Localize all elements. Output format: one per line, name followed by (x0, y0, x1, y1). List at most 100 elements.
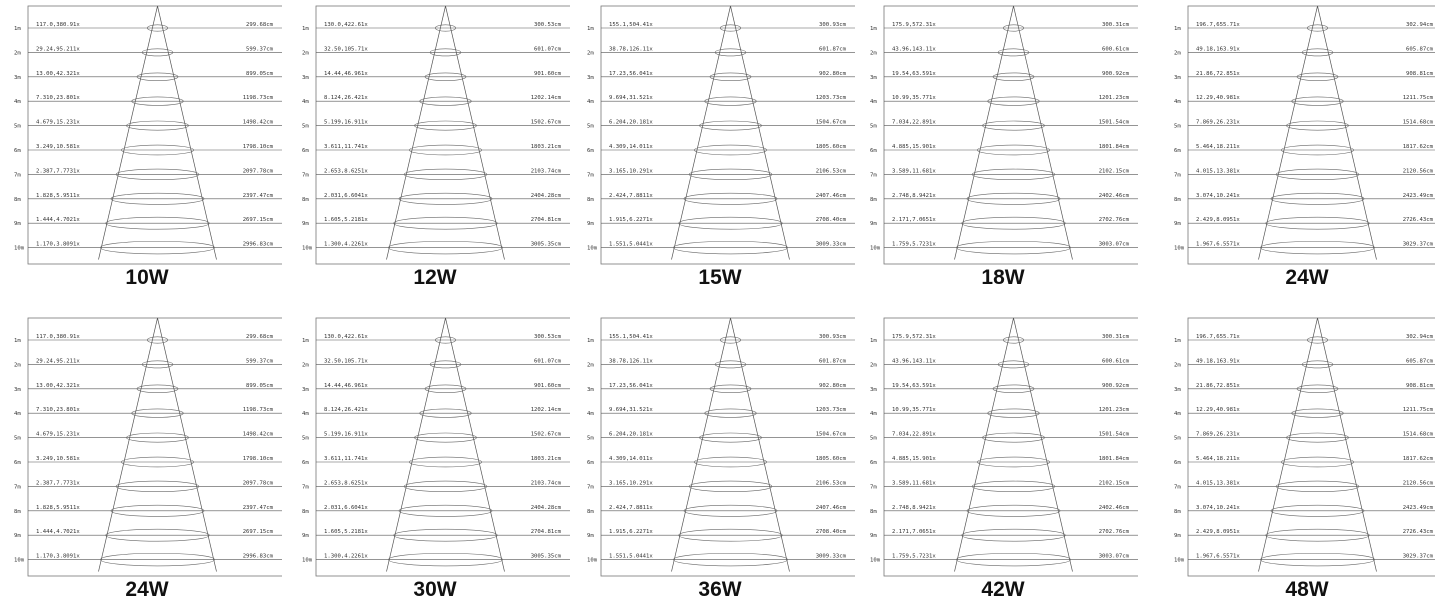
beam-edge-left (1258, 5, 1318, 260)
beam-edge-left (386, 5, 446, 260)
beam-diagram: 1m 155.1,504.41x 300.93cm 2m 38.78,126.11x 60… (587, 317, 855, 577)
illuminance-label: 21.86,72.851x (1196, 71, 1240, 77)
distance-label: 6m (14, 148, 21, 154)
beam-diameter-label: 1202.14cm (531, 95, 562, 101)
beam-edge-right (1013, 317, 1073, 572)
distance-label: 10m (587, 246, 598, 252)
distance-label: 5m (587, 124, 594, 130)
wattage-label: 15W (698, 266, 742, 289)
distance-label: 9m (1174, 533, 1181, 539)
distance-label: 1m (14, 338, 21, 344)
distance-label: 9m (587, 533, 594, 539)
beam-diameter-label: 605.87cm (1406, 358, 1434, 364)
diagram-frame (600, 317, 855, 577)
beam-diameter-label: 1504.67cm (816, 432, 847, 438)
distance-label: 9m (302, 221, 309, 227)
beam-panel-12w: 1m 130.0,422.61x 300.53cm 2m 32.50,105.71x 60… (300, 4, 570, 289)
beam-spot-ellipse (100, 552, 215, 567)
beam-spot-ellipse (1270, 504, 1365, 517)
beam-spot-ellipse (121, 456, 195, 468)
beam-spot-ellipse (388, 240, 503, 255)
illuminance-label: 1.915,6.2271x (609, 217, 653, 223)
diagram-frame (600, 5, 855, 265)
beam-edge-right (445, 317, 505, 572)
distance-label: 2m (870, 50, 877, 56)
beam-diameter-label: 902.80cm (819, 383, 847, 389)
wattage-label: 48W (1285, 578, 1329, 601)
distance-label: 2m (1174, 50, 1181, 56)
illuminance-label: 130.0,422.61x (324, 334, 368, 340)
illuminance-label: 1.967,6.5571x (1196, 242, 1240, 248)
beam-diagram: 1m 175.9,572.31x 300.31cm 2m 43.96,143.11x 60… (870, 5, 1138, 265)
diagram-frame (1187, 5, 1435, 265)
beam-spot-ellipse (961, 528, 1066, 542)
beam-spot-ellipse (398, 192, 493, 205)
wattage-label: 18W (981, 266, 1025, 289)
beam-diameter-label: 1805.60cm (816, 456, 847, 462)
beam-edge-right (1317, 5, 1377, 260)
beam-diameter-label: 2102.15cm (1099, 168, 1130, 174)
beam-spot-ellipse (110, 504, 205, 517)
beam-diagram: 1m 196.7,655.71x 302.94cm 2m 49.18,163.91x 60… (1174, 317, 1435, 577)
beam-edge-left (386, 317, 446, 572)
beam-spot-ellipse (709, 72, 752, 82)
beam-spot-ellipse (1281, 144, 1355, 156)
distance-label: 10m (14, 558, 25, 564)
beam-spot-ellipse (966, 504, 1061, 517)
beam-spot-ellipse (409, 456, 483, 468)
illuminance-label: 2.653,8.6251x (324, 168, 368, 174)
illuminance-label: 7.034,22.891x (892, 432, 936, 438)
beam-spot-ellipse (105, 528, 210, 542)
illuminance-label: 2.387,7.7731x (36, 480, 80, 486)
beam-diameter-label: 605.87cm (1406, 46, 1434, 52)
distance-label: 9m (587, 221, 594, 227)
diagram-frame (883, 5, 1138, 265)
beam-diameter-label: 2702.76cm (1099, 529, 1130, 535)
distance-label: 8m (870, 197, 877, 203)
beam-spot-ellipse (1260, 240, 1375, 255)
beam-spot-ellipse (704, 408, 757, 418)
distance-label: 10m (870, 246, 881, 252)
beam-diameter-label: 899.05cm (246, 383, 274, 389)
illuminance-label: 2.031,6.6041x (324, 505, 368, 511)
beam-diameter-label: 600.61cm (1102, 358, 1130, 364)
illuminance-label: 6.204,20.181x (609, 432, 653, 438)
beam-diameter-label: 601.07cm (534, 46, 562, 52)
beam-panel-10w: 1m 117.0,380.91x 299.68cm 2m 29.24,95.211x 59… (12, 4, 282, 289)
illuminance-label: 117.0,380.91x (36, 334, 80, 340)
beam-edge-left (954, 317, 1014, 572)
beam-spot-ellipse (403, 168, 488, 180)
beam-spot-ellipse (673, 240, 788, 255)
illuminance-label: 5.199,16.911x (324, 120, 368, 126)
illuminance-label: 7.869,26.231x (1196, 120, 1240, 126)
beam-spot-ellipse (393, 216, 498, 230)
beam-spot-ellipse (414, 432, 477, 443)
illuminance-label: 2.424,7.8811x (609, 193, 653, 199)
diagram-frame (27, 317, 282, 577)
illuminance-label: 2.171,7.0651x (892, 217, 936, 223)
beam-spot-ellipse (1301, 48, 1334, 57)
illuminance-label: 1.828,5.9511x (36, 193, 80, 199)
beam-diameter-label: 2397.47cm (243, 193, 274, 199)
illuminance-label: 2.429,8.0951x (1196, 217, 1240, 223)
distance-label: 5m (870, 124, 877, 130)
distance-label: 5m (14, 436, 21, 442)
distance-label: 1m (587, 338, 594, 344)
beam-diameter-label: 1502.67cm (531, 432, 562, 438)
illuminance-label: 12.29,40.981x (1196, 95, 1240, 101)
beam-spot-ellipse (688, 480, 773, 492)
distance-label: 9m (870, 221, 877, 227)
illuminance-label: 4.309,14.011x (609, 456, 653, 462)
beam-spot-ellipse (1003, 24, 1025, 32)
distance-label: 7m (587, 484, 594, 490)
illuminance-label: 1.170,3.8091x (36, 242, 80, 248)
beam-diameter-label: 2097.78cm (243, 168, 274, 174)
illuminance-label: 7.869,26.231x (1196, 432, 1240, 438)
beam-spot-ellipse (971, 168, 1056, 180)
distance-label: 3m (587, 387, 594, 393)
distance-label: 6m (1174, 148, 1181, 154)
beam-diameter-label: 1203.73cm (816, 95, 847, 101)
beam-diameter-label: 2996.83cm (243, 554, 274, 560)
beam-diameter-label: 2697.15cm (243, 217, 274, 223)
illuminance-label: 3.249,10.581x (36, 456, 80, 462)
